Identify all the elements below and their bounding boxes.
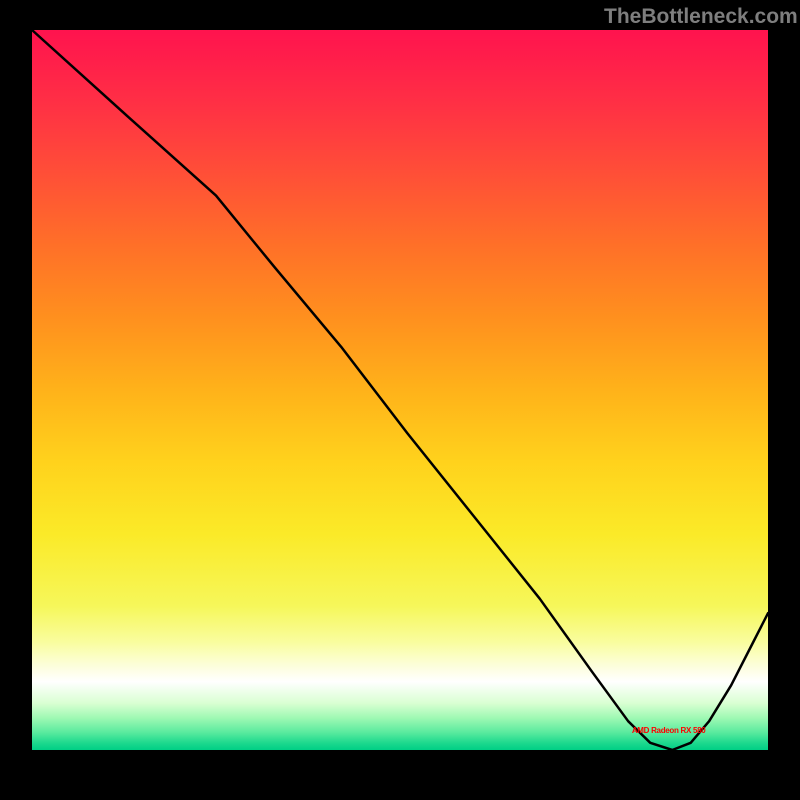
chart-svg bbox=[0, 0, 800, 800]
plot-background bbox=[32, 30, 768, 750]
canvas-root: TheBottleneck.com AMD Radeon RX 580 bbox=[0, 0, 800, 800]
